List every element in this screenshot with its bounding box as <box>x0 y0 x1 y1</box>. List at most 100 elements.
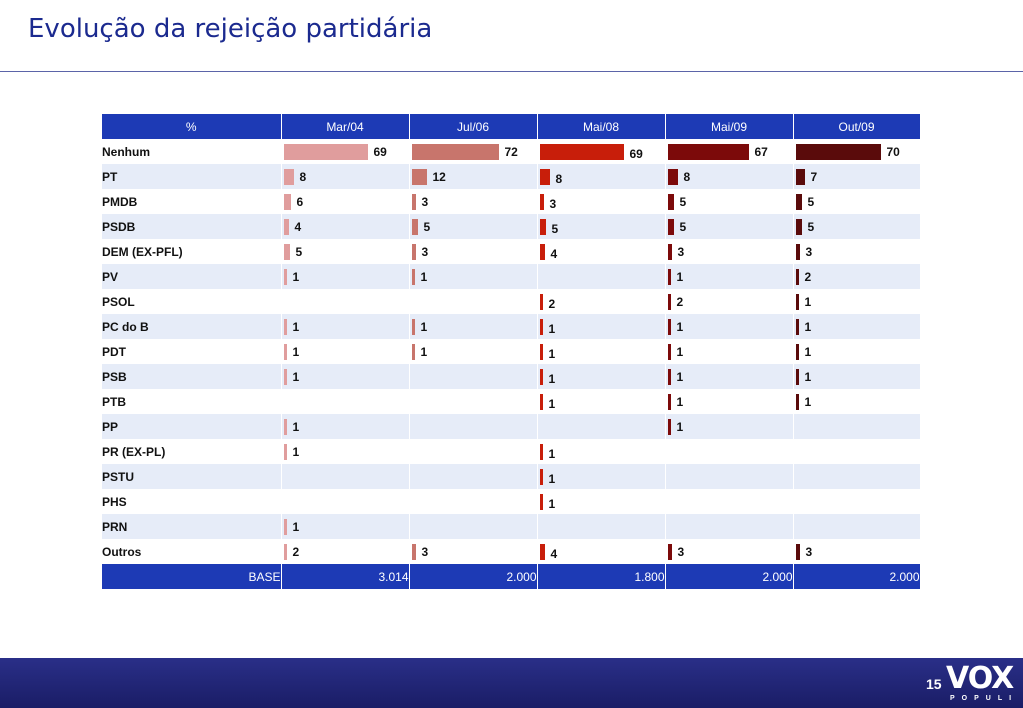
bar <box>283 369 287 385</box>
bar-value-label: 5 <box>807 195 815 209</box>
bar-value-label: 8 <box>683 170 691 184</box>
bar <box>539 369 543 385</box>
header-period: Mar/04 <box>281 114 410 139</box>
value-cell <box>281 489 410 514</box>
bar-value-label: 1 <box>292 370 300 384</box>
bar-value-label: 2 <box>292 545 300 559</box>
value-cell: 1 <box>793 314 921 339</box>
table-row: PMDB 6 3 3 5 5 <box>102 189 921 214</box>
table-row: DEM (EX-PFL) 5 3 4 3 3 <box>102 239 921 264</box>
value-cell <box>537 514 666 539</box>
bar <box>795 269 799 285</box>
bar <box>411 544 416 560</box>
value-cell <box>409 289 538 314</box>
bar <box>539 219 546 235</box>
bar-value-label: 1 <box>548 397 556 411</box>
bar <box>411 269 415 285</box>
value-cell <box>409 414 538 439</box>
value-cell: 3 <box>665 539 794 564</box>
bar <box>283 519 287 535</box>
value-cell <box>409 439 538 464</box>
bar-value-label: 5 <box>679 220 687 234</box>
bar-value-label: 3 <box>549 197 557 211</box>
header-period: Mai/08 <box>537 114 666 139</box>
bar <box>539 544 545 560</box>
party-name: PR (EX-PL) <box>102 439 282 464</box>
table-row: Nenhum 69 72 69 67 70 <box>102 139 921 164</box>
value-cell <box>665 489 794 514</box>
bar-value-label: 3 <box>677 245 685 259</box>
table-row: PC do B 1 1 1 1 1 <box>102 314 921 339</box>
logo-subtitle: POPULI <box>950 695 1019 702</box>
value-cell <box>665 439 794 464</box>
bar <box>795 294 799 310</box>
value-cell: 1 <box>281 314 410 339</box>
bar <box>795 169 805 185</box>
value-cell: 1 <box>537 339 666 364</box>
value-cell: 3 <box>793 539 921 564</box>
bar-value-label: 3 <box>805 545 813 559</box>
bar <box>411 344 415 360</box>
bar-value-label: 5 <box>551 222 559 236</box>
bar <box>539 469 543 485</box>
bar-value-label: 1 <box>676 270 684 284</box>
value-cell: 2 <box>281 539 410 564</box>
value-cell: 2 <box>665 289 794 314</box>
value-cell <box>281 289 410 314</box>
value-cell: 69 <box>537 139 666 164</box>
bar <box>667 169 678 185</box>
base-row: BASE 3.014 2.000 1.800 2.000 2.000 <box>102 564 921 589</box>
title-divider <box>0 71 1023 72</box>
bar <box>667 294 671 310</box>
bar-value-label: 1 <box>420 320 428 334</box>
bar <box>795 319 799 335</box>
bar-value-label: 1 <box>804 395 812 409</box>
table-row: PSDB 4 5 5 5 5 <box>102 214 921 239</box>
value-cell: 1 <box>281 364 410 389</box>
bar-value-label: 1 <box>548 497 556 511</box>
party-name: Outros <box>102 539 282 564</box>
bar <box>795 194 802 210</box>
bar-value-label: 3 <box>421 245 429 259</box>
bar <box>667 269 671 285</box>
value-cell: 1 <box>793 389 921 414</box>
party-name: DEM (EX-PFL) <box>102 239 282 264</box>
party-name: Nenhum <box>102 139 282 164</box>
bar <box>283 444 287 460</box>
table-row: PRN 1 <box>102 514 921 539</box>
table-row: PV 1 1 1 2 <box>102 264 921 289</box>
value-cell: 72 <box>409 139 538 164</box>
value-cell: 5 <box>281 239 410 264</box>
base-value: 3.014 <box>281 564 410 589</box>
table-row: PTB 1 1 1 <box>102 389 921 414</box>
bar <box>283 169 294 185</box>
base-label: BASE <box>102 564 282 589</box>
bar-value-label: 4 <box>294 220 302 234</box>
value-cell: 4 <box>537 539 666 564</box>
value-cell: 8 <box>281 164 410 189</box>
bar-value-label: 69 <box>373 145 387 159</box>
value-cell <box>665 514 794 539</box>
bar-value-label: 1 <box>804 295 812 309</box>
value-cell: 1 <box>537 439 666 464</box>
bar <box>539 344 543 360</box>
base-value: 1.800 <box>537 564 666 589</box>
party-name: PSDB <box>102 214 282 239</box>
value-cell: 1 <box>281 439 410 464</box>
bar-value-label: 1 <box>804 345 812 359</box>
base-value: 2.000 <box>409 564 538 589</box>
value-cell: 1 <box>409 264 538 289</box>
bar-value-label: 3 <box>421 545 429 559</box>
bar <box>539 494 543 510</box>
bar <box>795 394 799 410</box>
bar <box>283 544 287 560</box>
bar-value-label: 67 <box>754 145 768 159</box>
bar <box>667 144 749 160</box>
party-name: PSOL <box>102 289 282 314</box>
table-row: PDT 1 1 1 1 1 <box>102 339 921 364</box>
value-cell: 1 <box>537 364 666 389</box>
bar-value-label: 2 <box>804 270 812 284</box>
bar <box>539 319 543 335</box>
bar <box>283 269 287 285</box>
value-cell <box>281 464 410 489</box>
